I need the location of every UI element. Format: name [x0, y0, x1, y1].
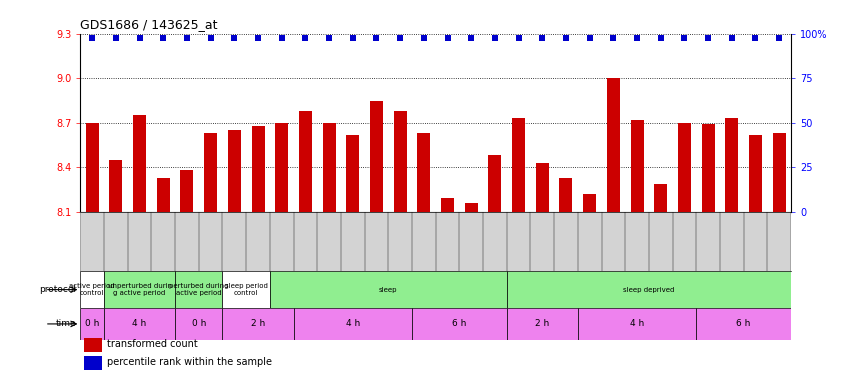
Bar	[701, 124, 715, 212]
Text: active period
control: active period control	[69, 283, 115, 296]
Bar	[175, 271, 222, 308]
Bar	[607, 78, 620, 212]
Bar	[251, 126, 265, 212]
Point	[701, 35, 715, 41]
Point	[725, 35, 739, 41]
Text: perturbed during
active period: perturbed during active period	[169, 283, 228, 296]
Bar	[488, 155, 502, 212]
Text: time: time	[56, 320, 76, 328]
Point	[607, 35, 620, 41]
Text: 6 h: 6 h	[453, 320, 466, 328]
Point	[512, 35, 525, 41]
Bar	[85, 123, 99, 212]
Point	[204, 35, 217, 41]
Bar	[175, 308, 222, 340]
Point	[322, 35, 336, 41]
Point	[749, 35, 762, 41]
Bar	[507, 308, 578, 340]
Bar	[222, 308, 294, 340]
Bar	[109, 160, 123, 212]
Bar	[654, 184, 667, 212]
Bar	[772, 133, 786, 212]
Text: transformed count: transformed count	[107, 339, 198, 349]
Text: 0 h: 0 h	[85, 320, 99, 328]
Bar	[507, 271, 791, 308]
Text: percentile rank within the sample: percentile rank within the sample	[107, 357, 272, 367]
Point	[370, 35, 383, 41]
Bar	[583, 194, 596, 212]
Point	[393, 35, 407, 41]
Text: 2 h: 2 h	[251, 320, 265, 328]
Bar	[749, 135, 762, 212]
Point	[630, 35, 644, 41]
Bar	[559, 178, 573, 212]
Bar	[294, 308, 412, 340]
Point	[559, 35, 573, 41]
Point	[251, 35, 265, 41]
Text: 4 h: 4 h	[133, 320, 146, 328]
Bar	[104, 308, 175, 340]
Bar	[104, 271, 175, 308]
Point	[441, 35, 454, 41]
Text: protocol: protocol	[39, 285, 76, 294]
Point	[464, 35, 478, 41]
Point	[133, 35, 146, 41]
Text: GDS1686 / 143625_at: GDS1686 / 143625_at	[80, 18, 218, 31]
Bar	[412, 308, 507, 340]
Bar	[299, 111, 312, 212]
Text: sleep: sleep	[379, 286, 398, 292]
Bar	[630, 120, 644, 212]
Bar	[84, 338, 102, 352]
Bar	[536, 163, 549, 212]
Bar	[696, 308, 791, 340]
Point	[536, 35, 549, 41]
Text: 6 h: 6 h	[737, 320, 750, 328]
Point	[109, 35, 123, 41]
Text: sleep period
control: sleep period control	[225, 283, 267, 296]
Bar	[441, 198, 454, 212]
Bar	[417, 133, 431, 212]
Bar	[322, 123, 336, 212]
Bar	[180, 170, 194, 212]
Bar	[393, 111, 407, 212]
Point	[417, 35, 431, 41]
Text: 4 h: 4 h	[630, 320, 644, 328]
Point	[180, 35, 194, 41]
Text: 0 h: 0 h	[192, 320, 206, 328]
Bar	[270, 271, 507, 308]
Bar	[346, 135, 360, 212]
Point	[157, 35, 170, 41]
Text: 4 h: 4 h	[346, 320, 360, 328]
Point	[583, 35, 596, 41]
Bar	[80, 271, 104, 308]
Bar	[84, 356, 102, 370]
Bar	[157, 178, 170, 212]
Text: unperturbed durin
g active period: unperturbed durin g active period	[107, 283, 172, 296]
Point	[275, 35, 288, 41]
Bar	[725, 118, 739, 212]
Point	[85, 35, 99, 41]
Text: sleep deprived: sleep deprived	[624, 286, 674, 292]
Point	[654, 35, 667, 41]
Bar	[512, 118, 525, 212]
Bar	[80, 308, 104, 340]
Point	[488, 35, 502, 41]
Bar	[464, 203, 478, 212]
Bar	[370, 100, 383, 212]
Point	[228, 35, 241, 41]
Point	[678, 35, 691, 41]
Bar	[678, 123, 691, 212]
Bar	[204, 133, 217, 212]
Bar	[275, 123, 288, 212]
Text: 2 h: 2 h	[536, 320, 549, 328]
Point	[346, 35, 360, 41]
Bar	[228, 130, 241, 212]
Bar	[578, 308, 696, 340]
Bar	[222, 271, 270, 308]
Point	[772, 35, 786, 41]
Bar	[133, 116, 146, 212]
Point	[299, 35, 312, 41]
